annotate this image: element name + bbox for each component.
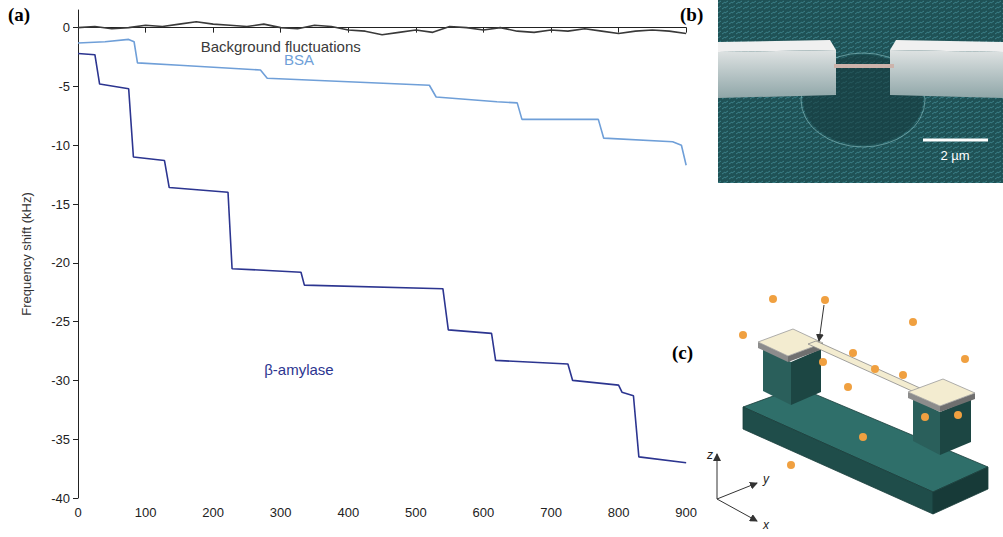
svg-text:Background fluctuations: Background fluctuations [201,38,361,55]
svg-text:-15: -15 [51,197,70,212]
html-text:(c): (c) [672,342,694,363]
html-text:(a): (a) [8,4,31,25]
svg-text:900: 900 [675,505,697,520]
svg-text:0: 0 [74,505,81,520]
html-text:(b): (b) [680,4,704,25]
svg-text:-35: -35 [51,432,70,447]
svg-text:β-amylase: β-amylase [264,361,333,378]
svg-text:Frequency shift (kHz): Frequency shift (kHz) [19,192,34,316]
svg-text:z: z [706,448,713,462]
svg-text:y: y [762,472,770,486]
svg-text:-25: -25 [51,314,70,329]
svg-text:-20: -20 [51,255,70,270]
svg-text:300: 300 [270,505,292,520]
svg-text:500: 500 [405,505,427,520]
svg-text:200: 200 [202,505,224,520]
svg-text:-5: -5 [58,79,70,94]
svg-text:x: x [762,518,770,532]
svg-text:600: 600 [473,505,495,520]
svg-text:2 µm: 2 µm [940,148,969,163]
svg-text:-30: -30 [51,373,70,388]
svg-text:0: 0 [63,20,70,35]
svg-text:800: 800 [608,505,630,520]
svg-text:400: 400 [337,505,359,520]
svg-text:BSA: BSA [284,51,314,68]
svg-text:100: 100 [135,505,157,520]
svg-text:-40: -40 [51,491,70,506]
svg-text:700: 700 [540,505,562,520]
svg-text:-10: -10 [51,138,70,153]
